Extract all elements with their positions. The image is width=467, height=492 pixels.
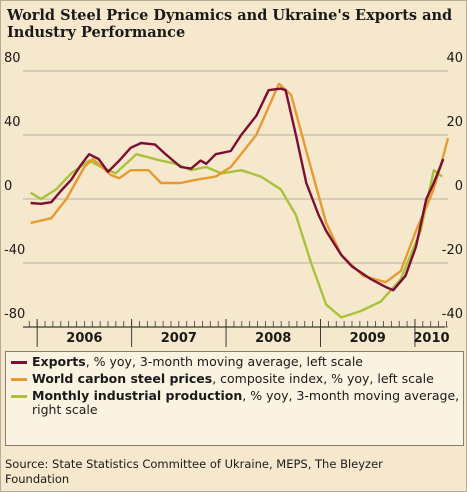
x-tick-label: 2006 <box>66 331 102 346</box>
chart-title: World Steel Price Dynamics and Ukraine's… <box>7 7 453 41</box>
series-line <box>29 153 444 319</box>
legend-swatch <box>11 361 27 364</box>
x-tick-label: 2010 <box>413 331 449 346</box>
y-tick-label: -80 <box>4 307 25 322</box>
chart: -80 -40 0 40 80 -40 -20 0 20 40 2006 2007 2008 2009 20… <box>4 51 463 347</box>
x-tick-label: 2007 <box>161 331 197 346</box>
legend-swatch <box>11 395 27 398</box>
legend-description: , composite index, % yoy, left scale <box>212 371 434 386</box>
legend-description: , % yoy, 3-month moving average, right s… <box>32 388 460 417</box>
series-line <box>30 87 445 292</box>
x-tick-label: 2009 <box>350 331 386 346</box>
legend-entry: Monthly industrial production, % yoy, 3-… <box>6 389 463 417</box>
legend-name: Monthly industrial production <box>32 388 243 403</box>
series-line <box>30 82 450 284</box>
source-note: Source: State Statistics Committee of Uk… <box>5 457 383 486</box>
y2-tick-label: -20 <box>442 243 463 258</box>
legend-description: , % yoy, 3-month moving average, left sc… <box>85 354 363 369</box>
y2-tick-label: -40 <box>442 307 463 322</box>
legend-entry: Exports, % yoy, 3-month moving average, … <box>6 355 463 369</box>
y2-tick-label: 20 <box>446 115 463 130</box>
y-tick-label: 40 <box>4 115 21 130</box>
y-tick-label: 0 <box>4 179 12 194</box>
x-tick-label: 2008 <box>255 331 291 346</box>
y-tick-label: -40 <box>4 243 25 258</box>
y2-tick-label: 40 <box>446 51 463 66</box>
legend-swatch <box>11 378 27 381</box>
y2-tick-label: 0 <box>455 179 463 194</box>
legend-entry: World carbon steel prices, composite ind… <box>6 372 463 386</box>
legend-name: Exports <box>32 354 86 369</box>
y-tick-label: 80 <box>4 51 21 66</box>
legend-name: World carbon steel prices <box>32 371 213 386</box>
legend: Exports, % yoy, 3-month moving average, … <box>5 351 464 446</box>
